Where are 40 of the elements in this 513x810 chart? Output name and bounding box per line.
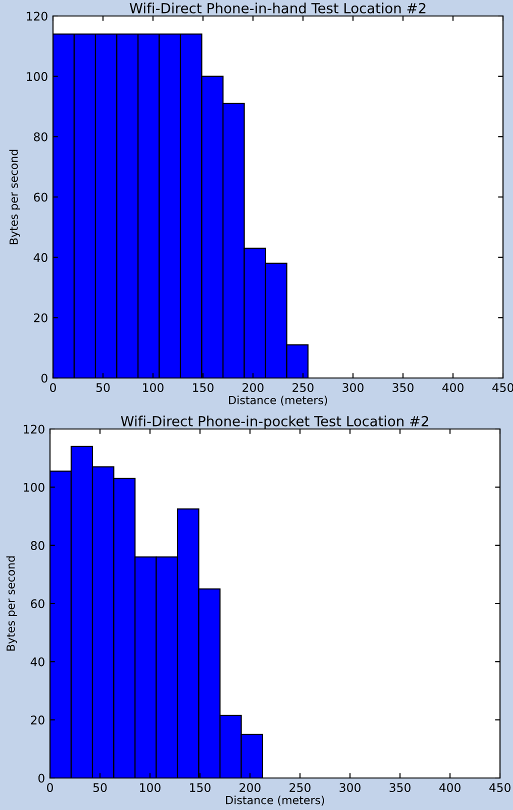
x-axis-title: Distance (meters) bbox=[229, 396, 328, 406]
y-tick-label: 120 bbox=[24, 424, 44, 434]
x-tick-label: 50 bbox=[96, 383, 110, 392]
y-tick-label: 80 bbox=[34, 132, 48, 142]
x-tick-label: 100 bbox=[140, 783, 160, 792]
y-tick-label: 0 bbox=[41, 374, 48, 383]
chart-title: Wifi-Direct Phone-in-hand Test Location #2 bbox=[130, 2, 426, 14]
y-tick-label: 40 bbox=[34, 253, 48, 262]
x-tick-label: 450 bbox=[489, 783, 510, 792]
x-tick-label: 0 bbox=[47, 783, 53, 792]
y-tick-label: 100 bbox=[26, 72, 48, 81]
y-tick-label: 100 bbox=[24, 482, 44, 492]
x-tick-label: 400 bbox=[442, 383, 464, 392]
x-tick-label: 300 bbox=[340, 783, 360, 792]
x-tick-label: 350 bbox=[390, 783, 410, 792]
x-tick-label: 300 bbox=[342, 383, 364, 392]
y-tick-label: 80 bbox=[30, 541, 44, 550]
y-tick-label: 120 bbox=[26, 12, 48, 21]
y-tick-label: 60 bbox=[34, 192, 48, 202]
x-tick-label: 100 bbox=[143, 383, 164, 392]
x-tick-label: 150 bbox=[193, 383, 214, 392]
x-tick-label: 150 bbox=[190, 783, 210, 792]
x-tick-label: 200 bbox=[240, 783, 260, 792]
chart-title: Wifi-Direct Phone-in-pocket Test Location #2 bbox=[120, 416, 428, 430]
x-tick-label: 0 bbox=[50, 383, 56, 392]
x-tick-label: 400 bbox=[439, 783, 460, 792]
y-tick-label: 20 bbox=[34, 313, 48, 322]
y-tick-label: 20 bbox=[30, 716, 44, 724]
x-tick-label: 250 bbox=[292, 383, 314, 392]
y-axis-title: Bytes per second bbox=[6, 556, 18, 651]
x-axis-title: Distance (meters) bbox=[226, 796, 324, 806]
y-tick-label: 40 bbox=[30, 657, 44, 666]
x-tick-label: 350 bbox=[392, 383, 414, 392]
y-tick-label: 60 bbox=[30, 599, 44, 608]
y-tick-label: 0 bbox=[38, 774, 44, 783]
x-tick-label: 450 bbox=[492, 383, 513, 392]
y-axis-title: Bytes per second bbox=[9, 150, 20, 244]
x-tick-label: 250 bbox=[290, 783, 310, 792]
x-tick-label: 50 bbox=[93, 783, 107, 792]
x-tick-label: 200 bbox=[242, 383, 264, 392]
